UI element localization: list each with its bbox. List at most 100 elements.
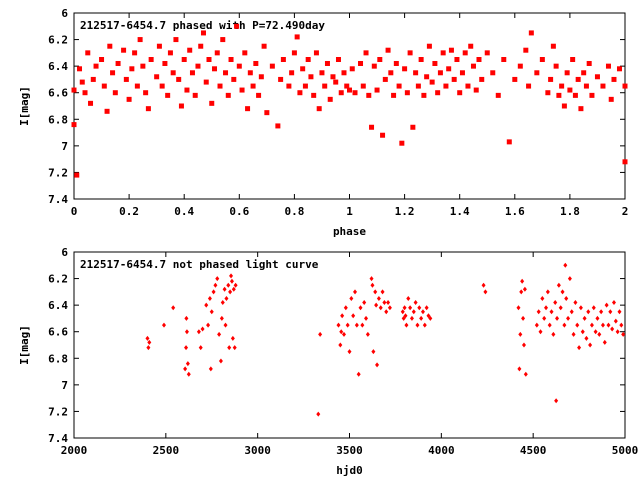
data-point: [595, 315, 600, 321]
data-point: [223, 70, 229, 76]
data-point: [213, 282, 218, 288]
data-point: [215, 276, 220, 282]
data-point: [420, 309, 425, 315]
y-axis-label: I[mag]: [18, 86, 31, 126]
data-point: [622, 83, 628, 89]
data-point: [165, 92, 171, 98]
data-point: [516, 305, 521, 311]
data-point: [617, 309, 622, 315]
data-point: [233, 282, 238, 288]
data-point: [336, 322, 341, 328]
data-point: [79, 79, 85, 85]
data-point: [523, 47, 529, 53]
data-point: [578, 305, 583, 311]
data-point: [419, 315, 424, 321]
y-tick-label: 7.4: [48, 432, 68, 445]
data-point: [183, 366, 188, 372]
data-point: [393, 60, 399, 66]
data-point: [358, 305, 363, 311]
data-point: [490, 70, 496, 76]
data-point: [403, 313, 408, 319]
x-tick-label: 4000: [428, 444, 455, 457]
data-point: [369, 124, 375, 130]
data-point: [227, 345, 232, 351]
data-point: [236, 63, 242, 69]
data-point: [575, 322, 580, 328]
data-point: [71, 87, 77, 93]
x-tick-label: 3000: [244, 444, 271, 457]
data-point: [385, 47, 391, 53]
data-point: [410, 124, 416, 130]
data-point: [550, 43, 556, 49]
data-point: [588, 342, 593, 348]
y-tick-label: 6.2: [48, 34, 68, 47]
data-point: [335, 57, 341, 62]
data-point: [454, 57, 460, 62]
data-point: [549, 309, 554, 315]
data-point: [413, 299, 418, 305]
data-point: [611, 76, 617, 82]
y-tick-label: 7: [61, 379, 68, 392]
data-point: [159, 83, 165, 89]
data-point: [562, 322, 567, 328]
data-point: [561, 103, 567, 109]
data-point: [483, 289, 488, 295]
data-point: [518, 331, 523, 337]
data-point: [184, 329, 189, 335]
data-point: [212, 66, 218, 72]
data-point: [580, 329, 585, 335]
data-point: [162, 60, 168, 66]
data-point: [143, 90, 149, 96]
data-point: [365, 331, 370, 337]
data-point: [534, 322, 539, 328]
data-point: [302, 83, 308, 89]
data-point: [224, 296, 229, 301]
data-point: [305, 57, 311, 62]
y-tick-label: 6.6: [48, 326, 68, 339]
data-point: [82, 90, 88, 96]
data-point: [226, 282, 231, 288]
data-point: [123, 76, 129, 82]
data-point: [554, 398, 559, 404]
y-tick-label: 7.2: [48, 405, 68, 418]
data-point: [126, 96, 132, 102]
data-point: [363, 50, 369, 56]
data-point: [457, 90, 463, 96]
data-point: [407, 50, 413, 56]
data-point: [229, 278, 234, 284]
x-axis-label: phase: [333, 225, 366, 238]
data-point: [349, 296, 354, 301]
data-point: [448, 47, 454, 53]
data-point: [132, 50, 138, 56]
data-point: [429, 79, 435, 85]
data-point: [341, 70, 347, 76]
y-tick-label: 6: [61, 246, 68, 259]
data-point: [110, 70, 116, 76]
data-point: [522, 286, 527, 292]
data-point: [415, 322, 420, 328]
data-point: [93, 63, 99, 69]
data-point: [85, 50, 91, 56]
data-point: [594, 74, 600, 80]
data-point: [540, 296, 545, 301]
data-point: [294, 34, 300, 40]
data-point: [364, 315, 369, 321]
data-point: [569, 309, 574, 315]
data-point: [352, 90, 358, 96]
data-point: [214, 50, 220, 56]
data-point: [269, 63, 275, 69]
data-point: [374, 302, 379, 308]
data-point: [338, 342, 343, 348]
plot-frame: [73, 251, 626, 439]
data-point: [556, 92, 562, 98]
y-tick-label: 6.6: [48, 87, 68, 100]
data-point: [604, 302, 609, 308]
x-tick-label: 1.6: [505, 205, 525, 218]
data-point: [192, 92, 198, 98]
plot-title: 212517-6454.7 phased with P=72.490day: [80, 19, 325, 32]
data-point: [521, 315, 526, 321]
data-point: [340, 313, 345, 319]
data-point: [198, 43, 204, 49]
data-point: [140, 63, 146, 69]
data-point: [137, 37, 143, 43]
